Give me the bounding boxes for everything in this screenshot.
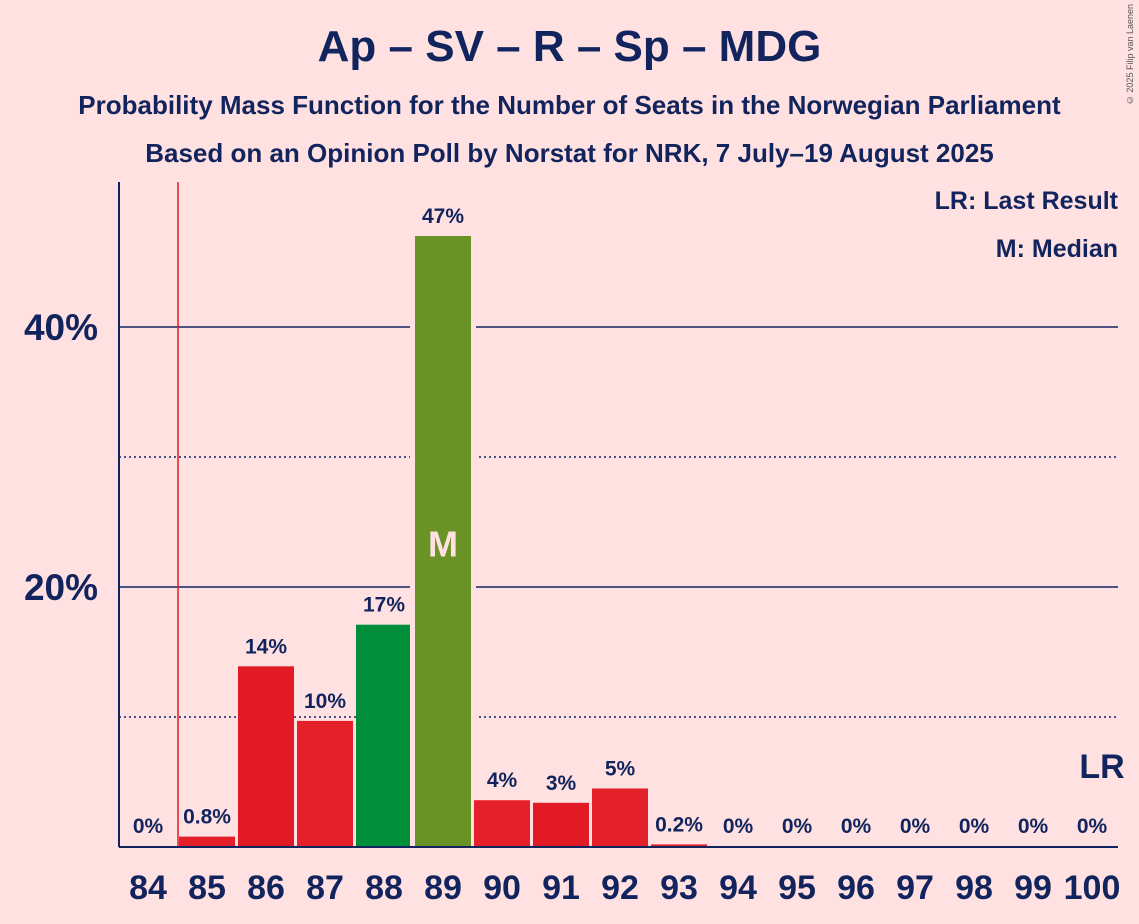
gridlines: 20% 40%: [24, 307, 1118, 718]
data-label: 0%: [1018, 815, 1049, 838]
median-marker: M: [428, 524, 458, 565]
bar-seat-85: [179, 836, 235, 847]
x-tick-label: 92: [601, 869, 639, 907]
chart-subtitle-2: Based on an Opinion Poll by Norstat for …: [145, 138, 994, 168]
y-tick-label: 40%: [24, 307, 98, 348]
x-tick-label: 95: [778, 869, 816, 907]
x-tick-label: 97: [896, 869, 934, 907]
x-tick-label: 84: [129, 869, 167, 907]
bar-seat-90: [474, 800, 530, 847]
bar-seat-86: [238, 666, 294, 847]
x-tick-label: 91: [542, 869, 580, 907]
bar-seat-91: [533, 802, 589, 847]
x-tick-label: 99: [1014, 869, 1052, 907]
x-tick-label: 96: [837, 869, 875, 907]
data-label: 47%: [422, 205, 464, 228]
data-label: 0%: [782, 815, 813, 838]
data-label: 0.2%: [655, 813, 703, 836]
x-tick-label: 86: [247, 869, 285, 907]
bar-seat-88: [356, 624, 412, 847]
data-labels: 0% 84 0.8% 85 14% 86 10% 87 17% 88 47% 89 4% 90 3% 91 5%…: [129, 205, 1125, 907]
data-label: 17%: [363, 594, 405, 617]
data-label: 0%: [1077, 815, 1108, 838]
data-label: 0%: [133, 815, 164, 838]
x-tick-label: 87: [306, 869, 344, 907]
data-label: 0%: [900, 815, 931, 838]
bar-seat-89: [415, 236, 471, 847]
x-tick-label: 89: [424, 869, 462, 907]
x-tick-label: 100: [1064, 869, 1121, 907]
bar-seat-93: [651, 844, 707, 847]
x-tick-label: 98: [955, 869, 993, 907]
data-label: 4%: [487, 769, 518, 792]
legend-last-result: LR: Last Result: [935, 187, 1119, 215]
data-label: 0%: [723, 815, 754, 838]
data-label: 0%: [841, 815, 872, 838]
bar-seat-92: [592, 788, 648, 847]
x-tick-label: 88: [365, 869, 403, 907]
x-tick-label: 90: [483, 869, 521, 907]
data-label: 0.8%: [183, 806, 231, 829]
bar-seat-87: [297, 720, 353, 847]
data-label: 0%: [959, 815, 990, 838]
data-label: 10%: [304, 690, 346, 713]
data-label: 3%: [546, 772, 577, 795]
data-label: 5%: [605, 758, 636, 781]
chart-subtitle-1: Probability Mass Function for the Number…: [78, 90, 1061, 120]
x-tick-label: 94: [719, 869, 757, 907]
bars: [179, 232, 707, 847]
x-tick-label: 85: [188, 869, 226, 907]
chart-title: Ap – SV – R – Sp – MDG: [317, 22, 822, 71]
legend-median: M: Median: [996, 235, 1118, 263]
last-result-marker: LR: [1079, 748, 1124, 786]
y-tick-label: 20%: [24, 567, 98, 608]
data-label: 14%: [245, 635, 287, 658]
x-tick-label: 93: [660, 869, 698, 907]
axes: [118, 182, 1118, 848]
legend: LR: Last Result M: Median: [935, 187, 1119, 263]
